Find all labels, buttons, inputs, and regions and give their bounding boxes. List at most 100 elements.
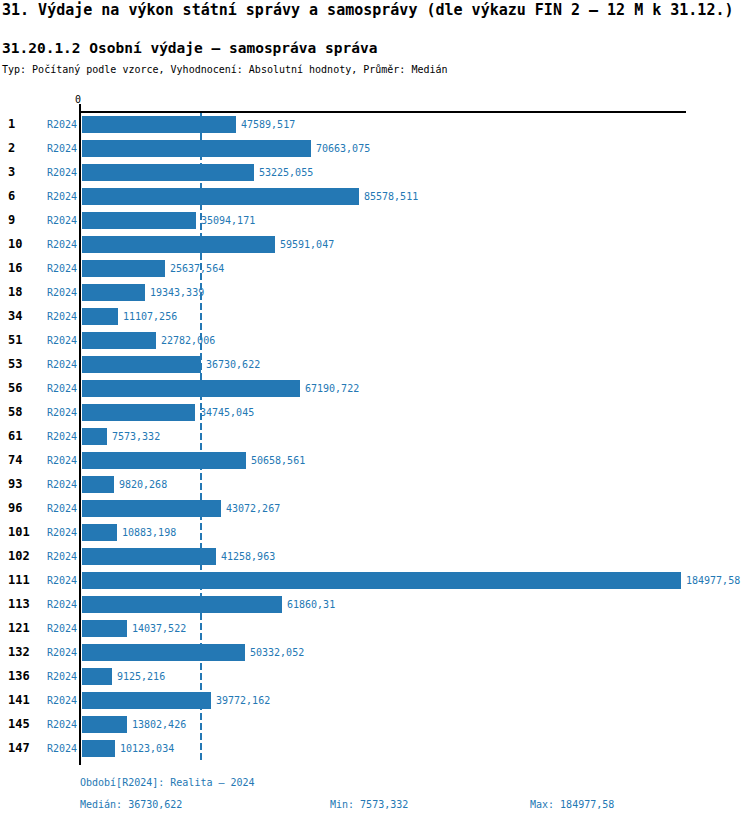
- bar[interactable]: [82, 164, 254, 181]
- row-number: 145: [8, 718, 30, 731]
- bar-value-label: 50332,052: [250, 647, 304, 659]
- bar[interactable]: [82, 596, 282, 613]
- bar-value-label: 13802,426: [132, 719, 186, 731]
- table-row: 51 R2024 22782,006: [0, 328, 750, 352]
- row-period-label: R2024: [47, 479, 77, 491]
- bar[interactable]: [82, 668, 112, 685]
- bar-value-label: 25637,564: [170, 263, 224, 275]
- bar-value-label: 59591,047: [280, 239, 334, 251]
- row-period-label: R2024: [47, 575, 77, 587]
- row-number: 56: [8, 382, 22, 395]
- median-stat: Medián: 36730,622: [80, 799, 182, 811]
- table-row: 101 R2024 10883,198: [0, 520, 750, 544]
- bar[interactable]: [82, 308, 118, 325]
- row-number: 147: [8, 742, 30, 755]
- bar[interactable]: [82, 356, 201, 373]
- bar[interactable]: [82, 284, 145, 301]
- bar[interactable]: [82, 380, 300, 397]
- bar-value-label: 41258,963: [221, 551, 275, 563]
- row-number: 1: [8, 118, 15, 131]
- row-number: 101: [8, 526, 30, 539]
- row-period-label: R2024: [47, 455, 77, 467]
- page-title: 31. Výdaje na výkon státní správy a samo…: [2, 2, 734, 19]
- row-period-label: R2024: [47, 695, 77, 707]
- row-period-label: R2024: [47, 407, 77, 419]
- bar-value-label: 10123,034: [120, 743, 174, 755]
- row-period-label: R2024: [47, 143, 77, 155]
- row-number: 6: [8, 190, 15, 203]
- row-period-label: R2024: [47, 527, 77, 539]
- max-stat: Max: 184977,58: [530, 799, 614, 811]
- table-row: 61 R2024 7573,332: [0, 424, 750, 448]
- bar[interactable]: [82, 524, 117, 541]
- bar[interactable]: [82, 476, 114, 493]
- bar-value-label: 61860,31: [287, 599, 335, 611]
- table-row: 102 R2024 41258,963: [0, 544, 750, 568]
- table-row: 18 R2024 19343,339: [0, 280, 750, 304]
- bar-value-label: 47589,517: [241, 119, 295, 131]
- row-number: 34: [8, 310, 22, 323]
- row-period-label: R2024: [47, 431, 77, 443]
- row-number: 121: [8, 622, 30, 635]
- bar[interactable]: [82, 332, 156, 349]
- bar[interactable]: [82, 716, 127, 733]
- bar-value-label: 67190,722: [305, 383, 359, 395]
- table-row: 6 R2024 85578,511: [0, 184, 750, 208]
- bar[interactable]: [82, 644, 245, 661]
- bar[interactable]: [82, 260, 165, 277]
- row-number: 3: [8, 166, 15, 179]
- row-period-label: R2024: [47, 551, 77, 563]
- bar[interactable]: [82, 548, 216, 565]
- row-period-label: R2024: [47, 647, 77, 659]
- row-number: 9: [8, 214, 15, 227]
- row-number: 141: [8, 694, 30, 707]
- bar-value-label: 14037,522: [132, 623, 186, 635]
- table-row: 132 R2024 50332,052: [0, 640, 750, 664]
- row-number: 132: [8, 646, 30, 659]
- bar-value-label: 35094,171: [201, 215, 255, 227]
- bar[interactable]: [82, 452, 246, 469]
- row-number: 16: [8, 262, 22, 275]
- min-stat: Min: 7573,332: [330, 799, 408, 811]
- table-row: 34 R2024 11107,256: [0, 304, 750, 328]
- period-caption: Období[R2024]: Realita – 2024: [80, 777, 255, 789]
- bar[interactable]: [82, 500, 221, 517]
- bar-chart: 1 R2024 47589,517 2 R2024 70663,075 3 R2…: [0, 112, 750, 760]
- bar[interactable]: [82, 404, 195, 421]
- table-row: 9 R2024 35094,171: [0, 208, 750, 232]
- bar[interactable]: [82, 116, 236, 133]
- report-page: 31. Výdaje na výkon státní správy a samo…: [0, 0, 750, 822]
- bar[interactable]: [82, 692, 211, 709]
- bar-value-label: 9125,216: [117, 671, 165, 683]
- table-row: 74 R2024 50658,561: [0, 448, 750, 472]
- row-period-label: R2024: [47, 263, 77, 275]
- bar-value-label: 7573,332: [112, 431, 160, 443]
- row-period-label: R2024: [47, 335, 77, 347]
- bar[interactable]: [82, 740, 115, 757]
- row-period-label: R2024: [47, 359, 77, 371]
- bar-value-label: 184977,58: [686, 575, 740, 587]
- row-period-label: R2024: [47, 311, 77, 323]
- table-row: 96 R2024 43072,267: [0, 496, 750, 520]
- bar-value-label: 85578,511: [364, 191, 418, 203]
- bar[interactable]: [82, 140, 311, 157]
- meta-line: Typ: Počítaný podle vzorce, Vyhodnocení:…: [2, 64, 448, 76]
- row-period-label: R2024: [47, 215, 77, 227]
- table-row: 3 R2024 53225,055: [0, 160, 750, 184]
- bar[interactable]: [82, 572, 681, 589]
- table-row: 147 R2024 10123,034: [0, 736, 750, 760]
- row-number: 2: [8, 142, 15, 155]
- table-row: 113 R2024 61860,31: [0, 592, 750, 616]
- table-row: 136 R2024 9125,216: [0, 664, 750, 688]
- bar[interactable]: [82, 236, 275, 253]
- bar-value-label: 50658,561: [251, 455, 305, 467]
- row-period-label: R2024: [47, 119, 77, 131]
- bar-value-label: 43072,267: [226, 503, 280, 515]
- bar[interactable]: [82, 620, 127, 637]
- row-number: 102: [8, 550, 30, 563]
- bar[interactable]: [82, 188, 359, 205]
- bar-value-label: 19343,339: [150, 287, 204, 299]
- bar[interactable]: [82, 212, 196, 229]
- bar[interactable]: [82, 428, 107, 445]
- bar-value-label: 11107,256: [123, 311, 177, 323]
